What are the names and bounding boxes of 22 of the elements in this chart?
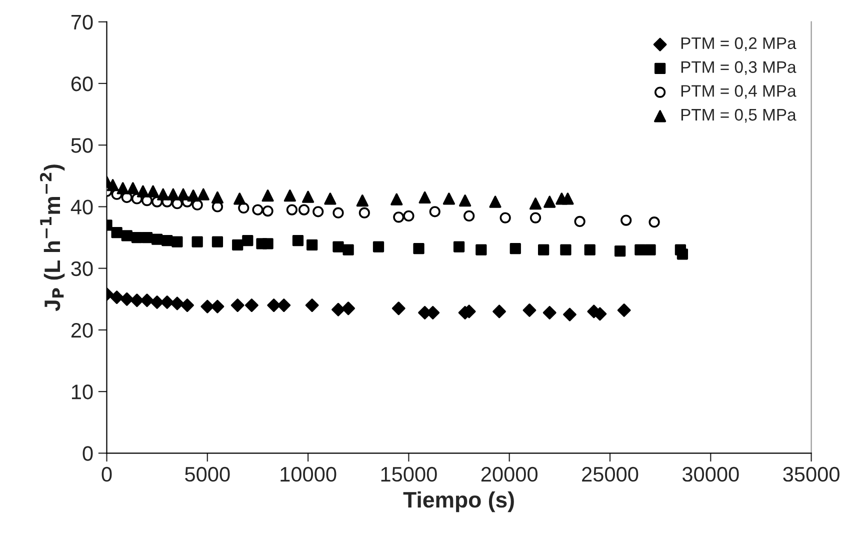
legend-label: PTM = 0,4 MPa — [681, 85, 796, 99]
x-tick-label: 0 — [102, 466, 112, 482]
x-tick-label: 5000 — [185, 466, 230, 482]
x-tick-label: 25000 — [582, 466, 638, 482]
x-tick-label: 10000 — [280, 466, 336, 482]
x-tick-label: 20000 — [481, 466, 538, 482]
legend-label: PTM = 0,5 MPa — [681, 108, 796, 123]
y-tick-label: 50 — [71, 138, 93, 153]
legend-label: PTM = 0,3 MPa — [681, 61, 796, 75]
y-axis-title: J$_{P}$ (L h$^{−1}$m$^{−2}$) — [40, 164, 65, 312]
x-axis-title: Tiempo (s) — [403, 491, 514, 512]
legend-label: PTM = 0,2 MPa — [681, 37, 796, 52]
y-tick-label: 10 — [72, 384, 93, 400]
y-tick-label: 30 — [71, 261, 93, 276]
y-tick-label: 70 — [71, 14, 93, 30]
x-tick-label: 35000 — [783, 466, 840, 482]
y-tick-label: 0 — [82, 446, 93, 461]
y-tick-label: 60 — [71, 76, 93, 92]
y-tick-label: 40 — [70, 200, 93, 214]
x-tick-label: 30000 — [682, 466, 739, 482]
x-tick-label: 15000 — [381, 466, 437, 482]
y-tick-label: 20 — [71, 322, 93, 338]
